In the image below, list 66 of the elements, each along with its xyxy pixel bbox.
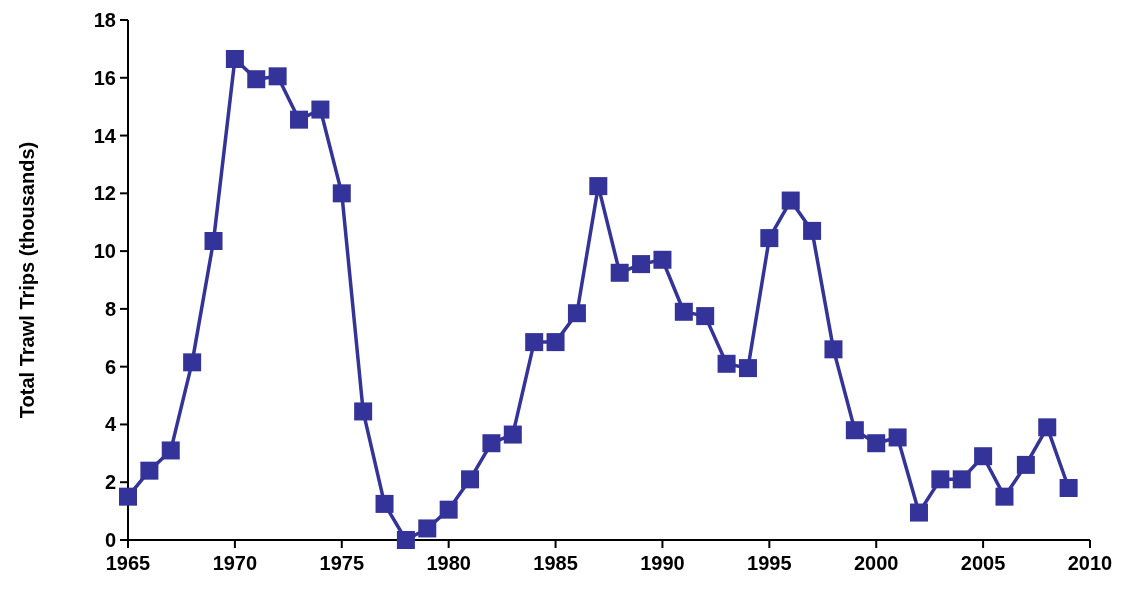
x-tick-label: 1980 — [426, 552, 471, 574]
point — [803, 221, 822, 240]
y-tick-label: 0 — [104, 529, 116, 551]
y-tick-label: 6 — [104, 355, 116, 378]
x-tick-label: 2005 — [960, 552, 1006, 574]
y-axis-title: Total Trawl Trips (thousands) — [16, 141, 38, 419]
point — [396, 531, 415, 549]
point — [931, 470, 950, 489]
point — [247, 70, 266, 89]
point — [632, 255, 651, 274]
point — [225, 50, 244, 68]
point — [354, 402, 373, 421]
point — [1016, 455, 1035, 474]
point — [845, 421, 864, 440]
x-tick-label: 2000 — [853, 552, 899, 574]
point — [1038, 418, 1057, 437]
point — [717, 354, 736, 373]
y-tick-label: 8 — [104, 297, 116, 320]
point — [909, 503, 928, 522]
x-tick-label: 1965 — [105, 552, 151, 574]
y-tick-label: 10 — [93, 240, 116, 263]
point — [183, 353, 202, 372]
point — [781, 191, 800, 210]
point — [760, 229, 779, 248]
x-tick-label: 1970 — [212, 552, 258, 574]
point — [119, 487, 137, 506]
point — [674, 302, 693, 321]
point — [418, 519, 437, 538]
point — [888, 428, 907, 447]
x-tick-label: 1990 — [640, 552, 685, 574]
point — [653, 250, 672, 269]
y-tick-label: 16 — [93, 66, 116, 89]
point — [738, 359, 757, 378]
point — [952, 470, 971, 489]
point — [995, 487, 1014, 506]
y-tick-label: 12 — [93, 182, 116, 205]
point — [546, 333, 565, 352]
point — [290, 110, 309, 129]
y-tick-label: 2 — [104, 471, 116, 494]
point — [1059, 479, 1078, 497]
point — [482, 434, 501, 453]
point — [696, 307, 715, 326]
point — [311, 100, 330, 119]
point — [503, 425, 522, 444]
point — [140, 461, 159, 480]
y-tick-label: 14 — [93, 124, 117, 147]
point — [461, 470, 480, 489]
point — [375, 494, 394, 513]
point — [589, 177, 608, 196]
point — [268, 67, 287, 86]
point — [525, 333, 544, 352]
x-tick-label: 1975 — [319, 552, 365, 574]
point — [824, 340, 843, 359]
x-tick-label: 1985 — [533, 552, 578, 574]
point — [332, 184, 351, 203]
x-tick-label: 1995 — [747, 552, 792, 574]
point — [161, 441, 180, 460]
x-tick-label: 2010 — [1067, 552, 1113, 574]
point — [567, 304, 586, 323]
point — [204, 232, 223, 250]
y-tick-label: 4 — [104, 413, 117, 436]
point — [610, 263, 629, 282]
point — [974, 447, 993, 466]
point — [439, 500, 458, 519]
y-tick-label: 18 — [93, 9, 116, 31]
point — [867, 434, 886, 453]
